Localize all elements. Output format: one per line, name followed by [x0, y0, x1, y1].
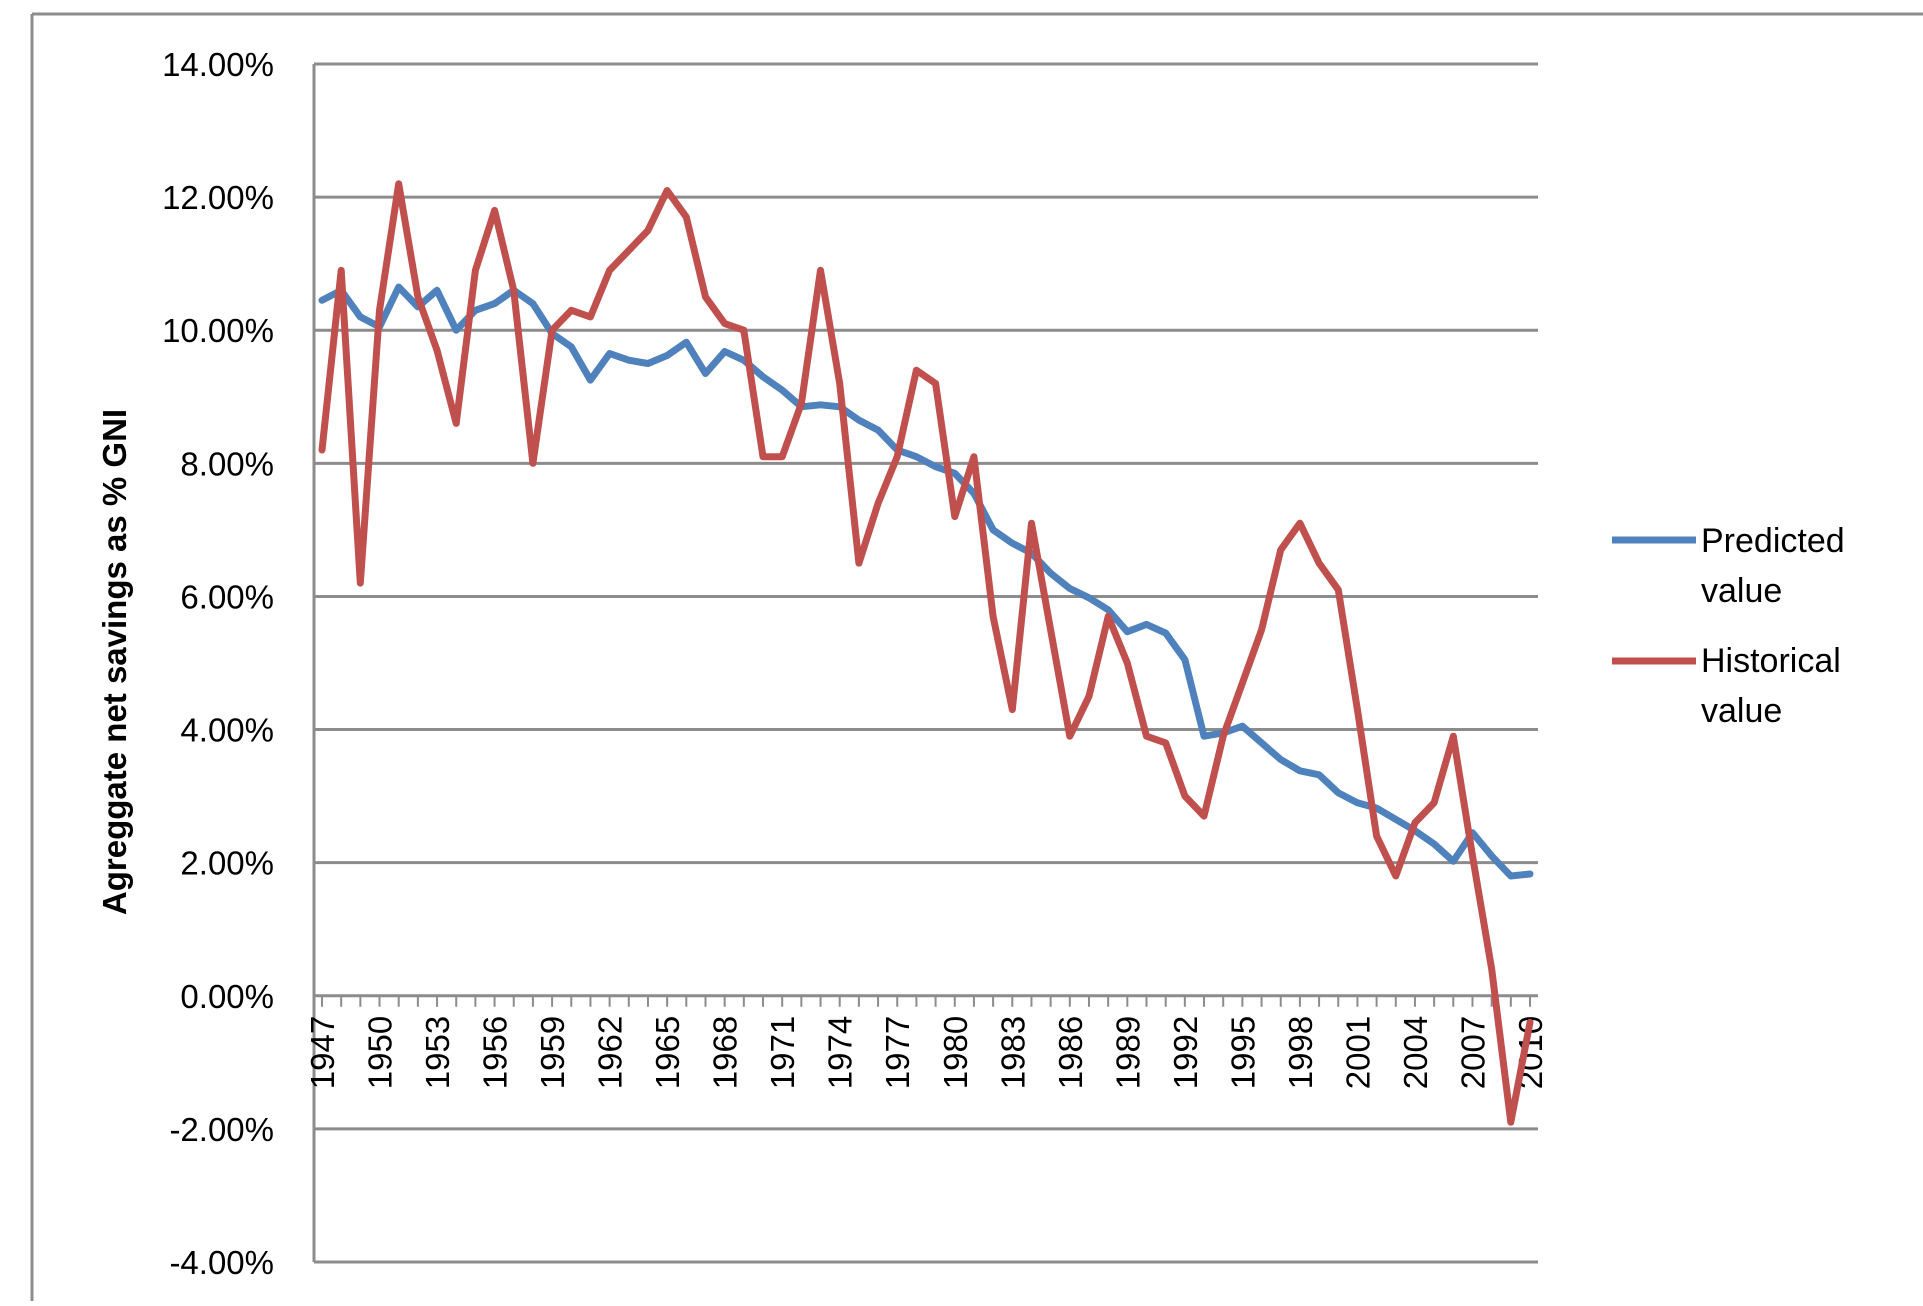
y-tick-label: 10.00%	[162, 312, 274, 349]
x-tick-label: 1962	[592, 1016, 629, 1089]
y-tick-label: 6.00%	[180, 578, 274, 615]
x-tick-label: 2004	[1397, 1016, 1434, 1089]
y-tick-label: -4.00%	[169, 1244, 274, 1281]
legend-label-historical: Historical value	[1701, 642, 1841, 730]
x-tick-label: 2007	[1454, 1016, 1491, 1089]
y-tick-label: 14.00%	[162, 46, 274, 83]
y-tick-label: 12.00%	[162, 179, 274, 216]
x-tick-label: 1956	[477, 1016, 514, 1089]
x-tick-labels: 1947 1950 1953 1956 1959 1962 1965 1968 1971 1974…	[304, 1016, 1549, 1089]
y-axis-title: Agreggate net savings as % GNI	[96, 409, 133, 915]
x-tick-label: 1977	[879, 1016, 916, 1089]
x-tick-label: 1971	[764, 1016, 801, 1089]
x-tick-label: 1953	[419, 1016, 456, 1089]
x-tick-label: 1989	[1109, 1016, 1146, 1089]
x-tick-label: 1980	[937, 1016, 974, 1089]
x-tick-label: 2001	[1339, 1016, 1376, 1089]
y-tick-label: 4.00%	[180, 712, 274, 749]
x-tick-label: 1959	[534, 1016, 571, 1089]
series-lines	[318, 180, 1534, 1126]
x-tick-label: 1998	[1282, 1016, 1319, 1089]
x-tick-label: 1950	[362, 1016, 399, 1089]
x-tick-label: 1986	[1052, 1016, 1089, 1089]
legend-label-predicted: Predicted value	[1701, 522, 1845, 610]
x-tick-label: 1965	[649, 1016, 686, 1089]
x-tick-label: 1983	[994, 1016, 1031, 1089]
x-tick-label: 1968	[707, 1016, 744, 1089]
legend-swatches	[1612, 536, 1696, 665]
y-tick-label: 8.00%	[180, 445, 274, 482]
series-line-predicted	[318, 283, 1534, 880]
x-tick-label: 1992	[1167, 1016, 1204, 1089]
y-tick-label: -2.00%	[169, 1111, 274, 1148]
x-tick-label: 1947	[304, 1016, 341, 1089]
y-tick-labels: -4.00% -2.00% 0.00% 2.00% 4.00% 6.00% 8.00% 10.…	[162, 46, 274, 1281]
x-tick-label: 1974	[822, 1016, 859, 1089]
series-line-historical	[318, 180, 1534, 1126]
x-tick-label: 1995	[1224, 1016, 1261, 1089]
axes	[312, 64, 1531, 1262]
y-tick-label: 2.00%	[180, 845, 274, 882]
y-tick-label: 0.00%	[180, 978, 274, 1015]
